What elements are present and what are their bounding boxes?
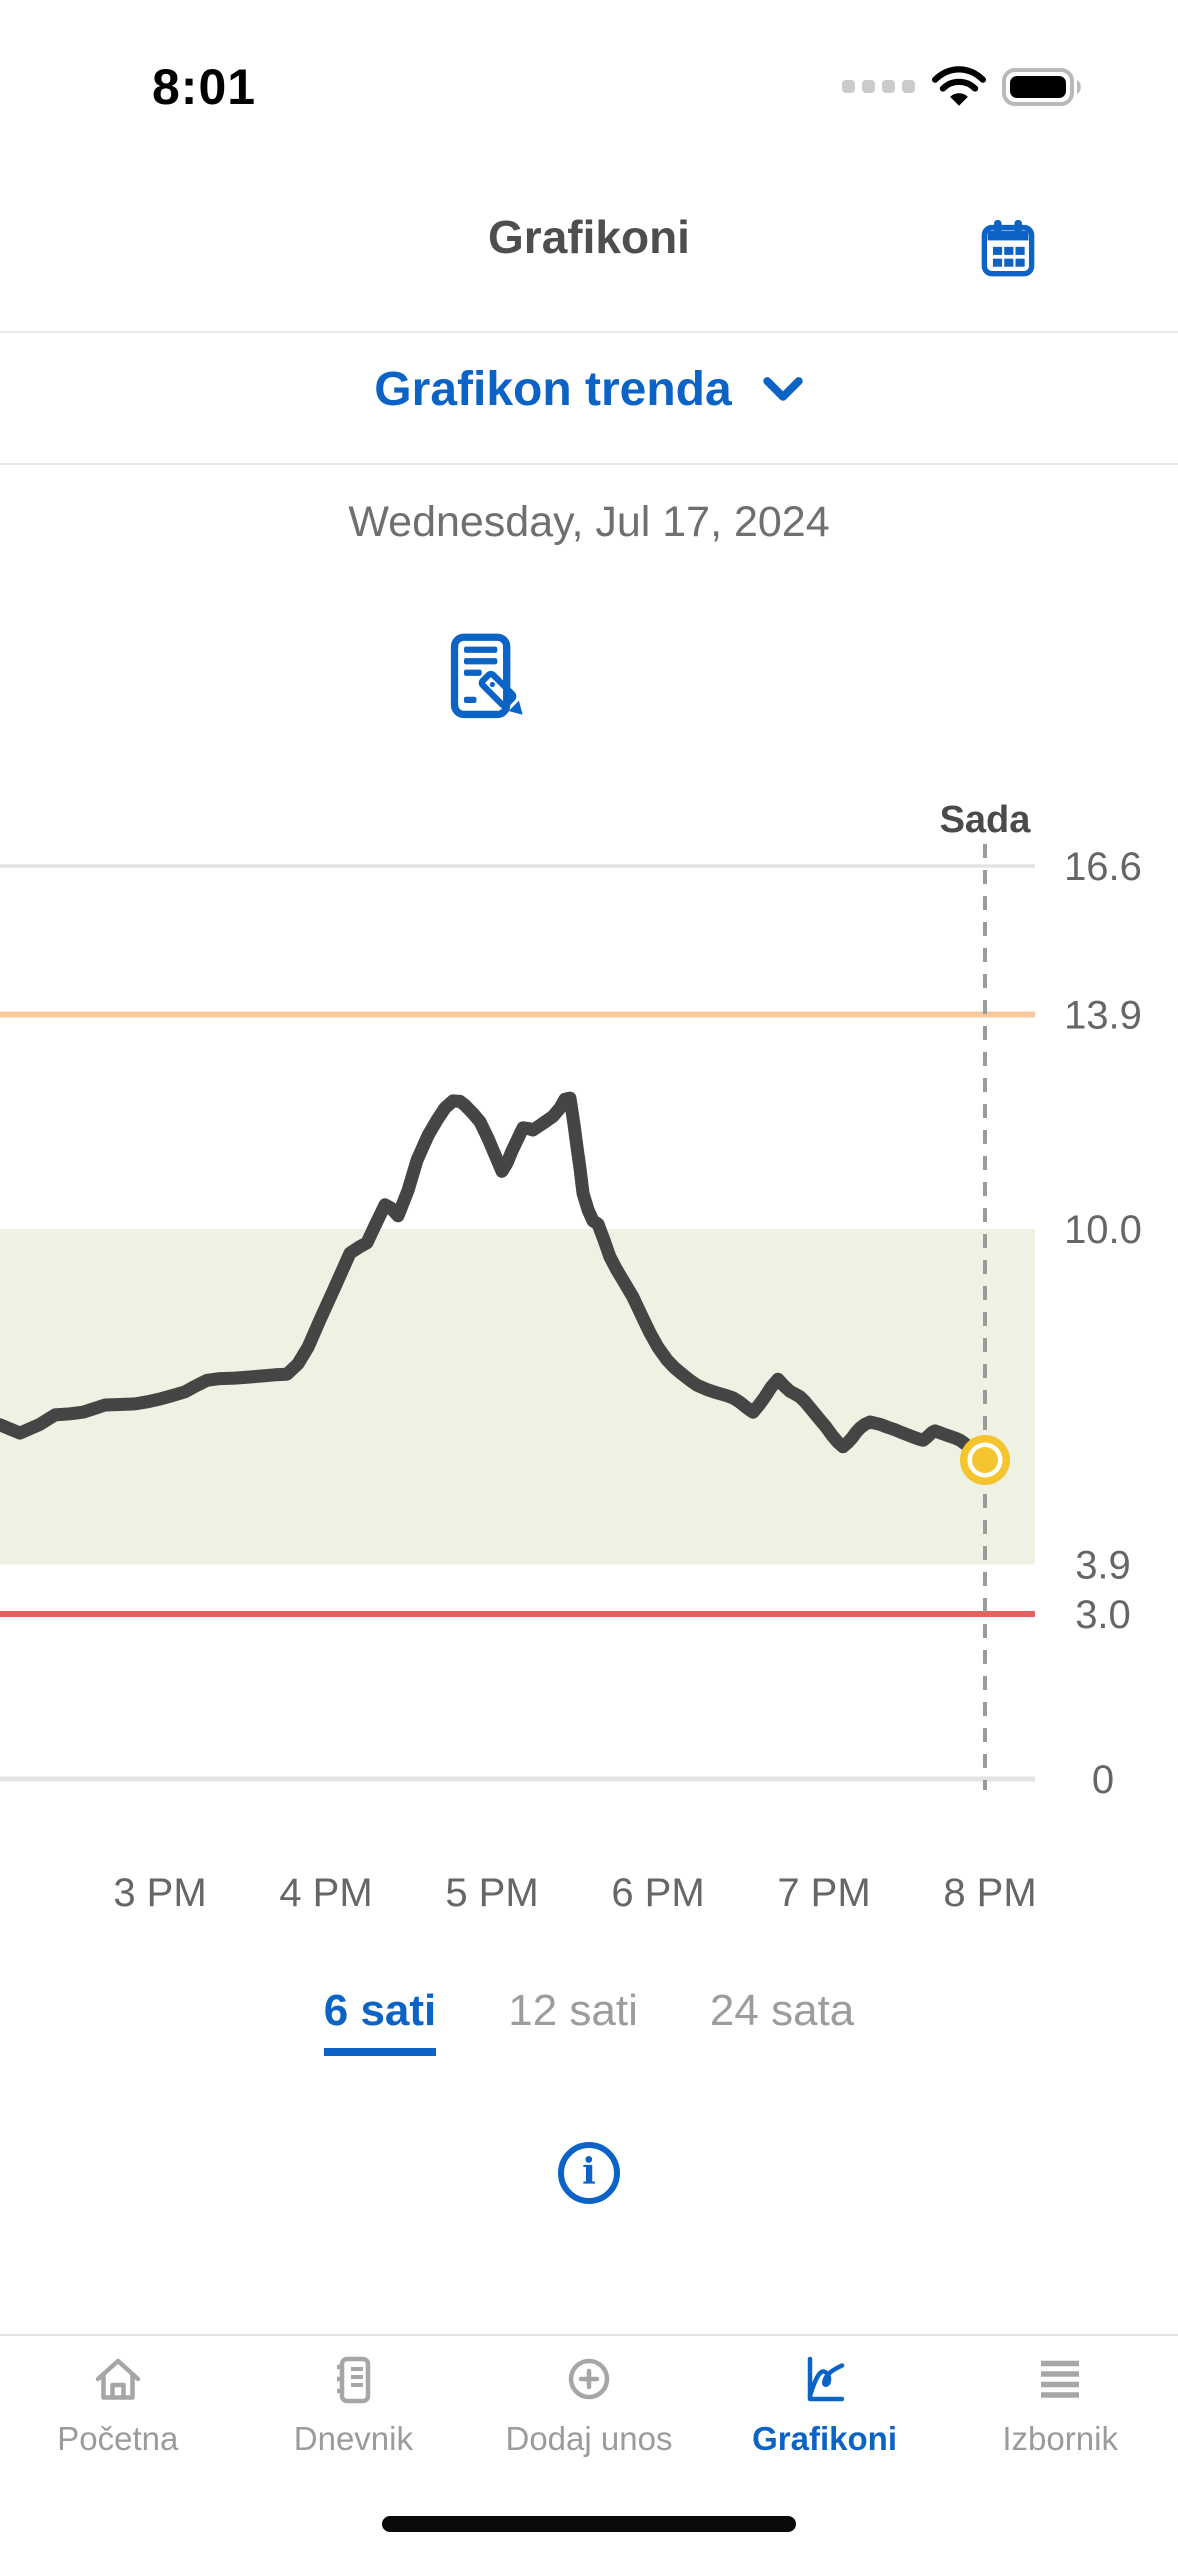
trend-chart-svg[interactable]: Sada 16.6 13.9 10.0 3.9 3.0 0 3 PM 4 PM 5 PM 6 PM 7… (0, 780, 1178, 1930)
tab-home[interactable]: Početna (0, 2346, 236, 2556)
chart-type-selector[interactable]: Grafikon trenda (0, 362, 1178, 417)
range-tab-6h[interactable]: 6 sati (323, 1986, 437, 2056)
status-icons (842, 66, 1086, 108)
home-icon (95, 2358, 141, 2400)
tab-add-entry[interactable]: Dodaj unos (471, 2346, 707, 2556)
y-tick-label: 3.9 (1075, 1544, 1131, 1588)
current-point-marker-dot (972, 1447, 998, 1473)
x-tick-label: 8 PM (943, 1871, 1036, 1915)
divider (0, 331, 1178, 333)
divider (0, 463, 1178, 465)
x-tick-label: 6 PM (611, 1871, 704, 1915)
chevron-down-icon (763, 376, 803, 401)
tab-journal-label: Dnevnik (293, 2420, 413, 2457)
cellular-signal-icon (842, 80, 915, 93)
tab-bar: Početna Dnevnik Dodaj unos (0, 2334, 1178, 2556)
chart-type-label: Grafikon trenda (374, 363, 732, 416)
date-label: Wednesday, Jul 17, 2024 (348, 498, 830, 546)
status-time: 8:01 (152, 59, 257, 115)
calendar-icon (981, 220, 1035, 277)
range-tab-12h[interactable]: 12 sati (508, 1986, 638, 2035)
y-tick-label: 0 (1092, 1758, 1114, 1802)
tab-menu-label: Izbornik (1002, 2420, 1118, 2457)
menu-icon (1041, 2360, 1080, 2398)
tab-menu[interactable]: Izbornik (942, 2346, 1178, 2556)
x-tick-label: 3 PM (113, 1871, 206, 1915)
note-edit-icon (450, 633, 523, 719)
x-tick-label: 7 PM (777, 1871, 870, 1915)
journal-icon (337, 2356, 371, 2404)
edit-notes-button[interactable] (445, 632, 535, 728)
info-button[interactable]: i (558, 2142, 620, 2204)
range-tab-24h[interactable]: 24 sata (709, 1986, 855, 2035)
tab-journal[interactable]: Dnevnik (236, 2346, 472, 2556)
wifi-icon (932, 66, 986, 106)
y-tick-label: 13.9 (1064, 994, 1142, 1038)
range-tabs: 6 sati 12 sati 24 sata (0, 1986, 1178, 2056)
x-tick-label: 4 PM (279, 1871, 372, 1915)
now-label: Sada (940, 799, 1032, 841)
tab-home-label: Početna (57, 2420, 179, 2457)
info-icon: i (582, 2151, 596, 2193)
calendar-button[interactable] (980, 220, 1036, 278)
glucose-trend-line (0, 1091, 992, 1468)
home-indicator[interactable] (382, 2516, 796, 2532)
y-tick-label: 3.0 (1075, 1593, 1131, 1637)
tab-add-entry-label: Dodaj unos (505, 2420, 673, 2457)
tab-charts[interactable]: Grafikoni (707, 2346, 943, 2556)
battery-icon (1002, 68, 1081, 106)
page-title: Grafikoni (488, 211, 690, 263)
trend-chart[interactable]: Sada 16.6 13.9 10.0 3.9 3.0 0 3 PM 4 PM 5 PM 6 PM 7… (0, 780, 1178, 1930)
x-tick-label: 5 PM (445, 1871, 538, 1915)
tab-charts-label: Grafikoni (752, 2420, 897, 2457)
add-entry-icon (568, 2358, 610, 2400)
y-tick-label: 10.0 (1064, 1208, 1142, 1252)
trend-chart-icon (807, 2356, 844, 2402)
y-tick-label: 16.6 (1064, 845, 1142, 889)
